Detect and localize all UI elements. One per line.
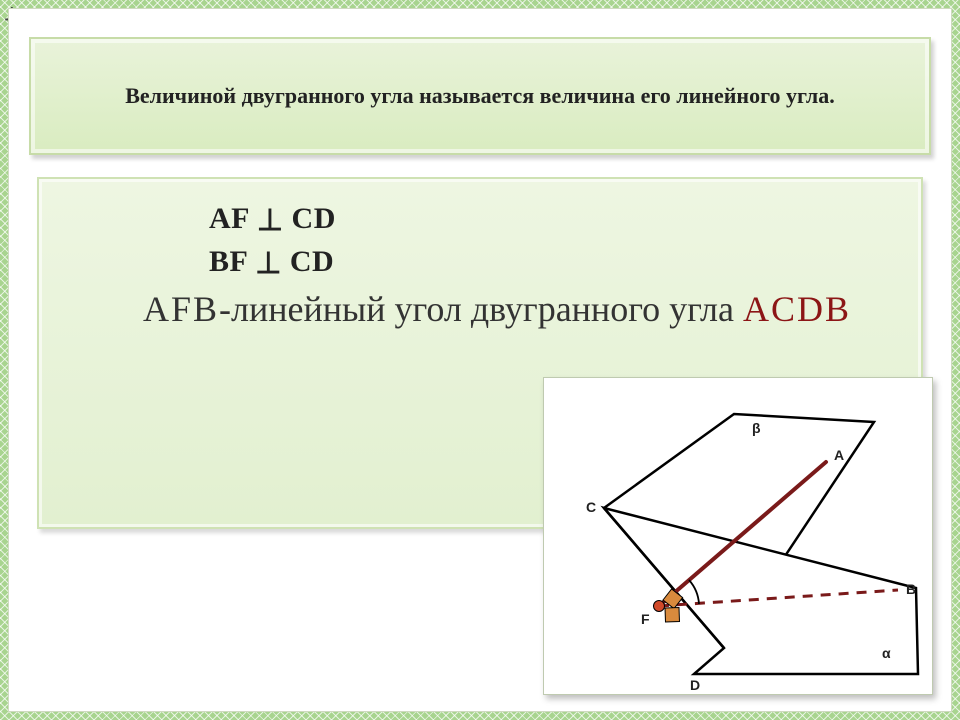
- svg-text:D: D: [690, 677, 700, 693]
- svg-text:A: A: [834, 447, 844, 463]
- perp-icon: ⊥: [255, 246, 282, 281]
- svg-text:F: F: [641, 611, 650, 627]
- slide-frame: Величиной двугранного угла называется ве…: [8, 8, 952, 712]
- perp-icon: ⊥: [257, 203, 284, 238]
- conclusion-text: AFB-линейный угол двугранного угла ACDB: [143, 287, 881, 332]
- statement-line-2: BF ⊥ CD: [209, 244, 881, 279]
- statement-line-1: AF ⊥ CD: [209, 201, 881, 236]
- conclusion-mid: -линейный угол двугранного угла: [219, 289, 743, 329]
- svg-text:α: α: [882, 645, 891, 661]
- stmt2-right: CD: [290, 245, 334, 278]
- header-text: Величиной двугранного угла называется ве…: [125, 81, 835, 111]
- acdb-label: ACDB: [743, 289, 851, 329]
- stmt1-left: AF: [209, 202, 249, 235]
- svg-text:β: β: [752, 420, 761, 436]
- stmt1-right: CD: [292, 202, 336, 235]
- header-box: Величиной двугранного угла называется ве…: [29, 37, 931, 155]
- diagram-panel: A B C D Fβ α: [543, 377, 933, 695]
- svg-text:B: B: [906, 581, 916, 597]
- dihedral-angle-diagram: A B C D Fβ α: [544, 378, 934, 696]
- stmt2-left: BF: [209, 245, 247, 278]
- svg-text:C: C: [586, 499, 596, 515]
- afb-label: AFB: [143, 289, 219, 329]
